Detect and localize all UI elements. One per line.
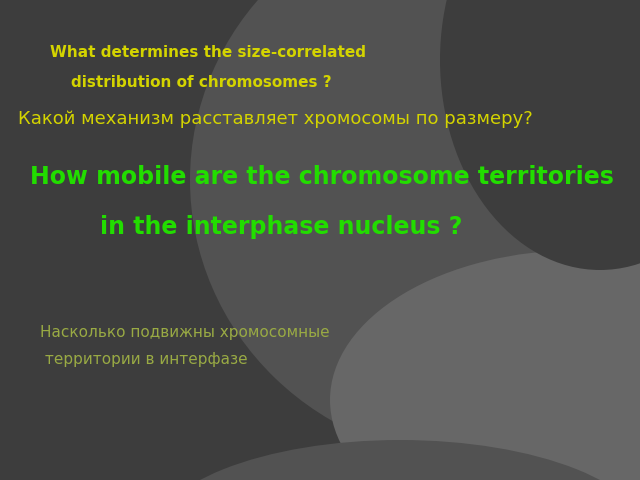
Ellipse shape: [440, 0, 640, 270]
Text: How mobile are the chromosome territories: How mobile are the chromosome territorie…: [30, 165, 614, 189]
Ellipse shape: [150, 440, 640, 480]
Ellipse shape: [190, 0, 640, 460]
Text: distribution of chromosomes ?: distribution of chromosomes ?: [50, 75, 332, 90]
Ellipse shape: [330, 250, 640, 480]
Text: What determines the size-correlated: What determines the size-correlated: [50, 45, 366, 60]
Text: Насколько подвижны хромосомные: Насколько подвижны хромосомные: [40, 325, 330, 340]
Text: in the interphase nucleus ?: in the interphase nucleus ?: [100, 215, 462, 239]
Text: Какой механизм расставляет хромосомы по размеру?: Какой механизм расставляет хромосомы по …: [18, 110, 532, 128]
Text: территории в интерфазе: территории в интерфазе: [40, 352, 248, 367]
